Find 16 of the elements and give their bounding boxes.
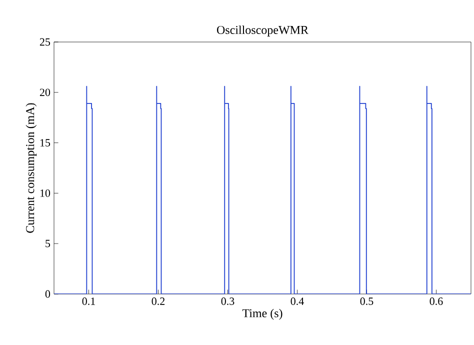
x-tick-label: 0.6: [430, 298, 443, 305]
x-tick-label: 0.5: [360, 298, 374, 305]
x-tick-label: 0.4: [290, 298, 304, 305]
x-tick-label: 0.3: [221, 298, 234, 305]
y-tick-label: 10: [40, 189, 50, 197]
x-tick-label: 0.1: [82, 298, 95, 305]
y-tick-label: 5: [46, 240, 50, 248]
line-series: [54, 86, 471, 294]
y-tick-label: 15: [40, 139, 50, 146]
y-tick-label: 20: [40, 88, 50, 96]
x-axis-title: Time (s): [242, 308, 282, 320]
chart-title: OscilloscopeWMR: [216, 26, 308, 36]
y-axis-title: Current consumption (mA): [26, 103, 37, 233]
y-tick-label: 0: [45, 290, 50, 298]
x-tick-label: 0.2: [152, 298, 165, 305]
y-tick-label: 25: [40, 38, 50, 46]
